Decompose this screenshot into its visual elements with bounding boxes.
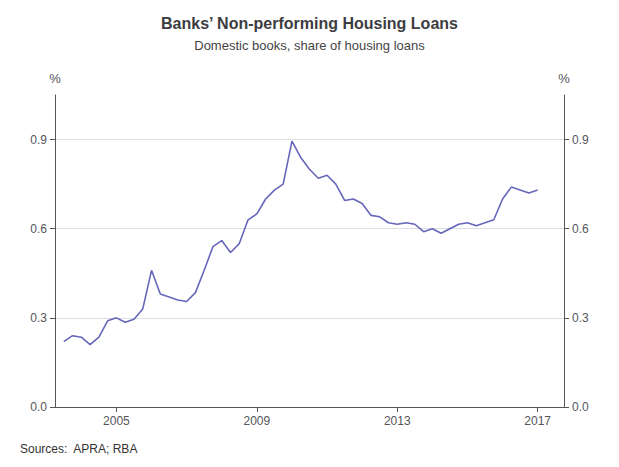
svg-text:2005: 2005	[103, 414, 130, 428]
svg-text:0.9: 0.9	[30, 133, 47, 147]
svg-text:Domestic books, share of housi: Domestic books, share of housing loans	[194, 38, 425, 53]
svg-text:0.3: 0.3	[572, 311, 589, 325]
svg-text:%: %	[558, 71, 570, 86]
svg-text:0.0: 0.0	[30, 400, 47, 414]
svg-text:%: %	[49, 71, 61, 86]
svg-text:Banks’ Non-performing Housing: Banks’ Non-performing Housing Loans	[161, 15, 458, 32]
svg-text:0.9: 0.9	[572, 133, 589, 147]
svg-text:2017: 2017	[524, 414, 551, 428]
svg-text:0.6: 0.6	[30, 222, 47, 236]
svg-text:0.6: 0.6	[572, 222, 589, 236]
svg-text:0.3: 0.3	[30, 311, 47, 325]
svg-text:2013: 2013	[384, 414, 411, 428]
svg-text:Sources: APRA; RBA: Sources: APRA; RBA	[20, 442, 137, 456]
svg-text:2009: 2009	[243, 414, 270, 428]
svg-text:0.0: 0.0	[572, 400, 589, 414]
